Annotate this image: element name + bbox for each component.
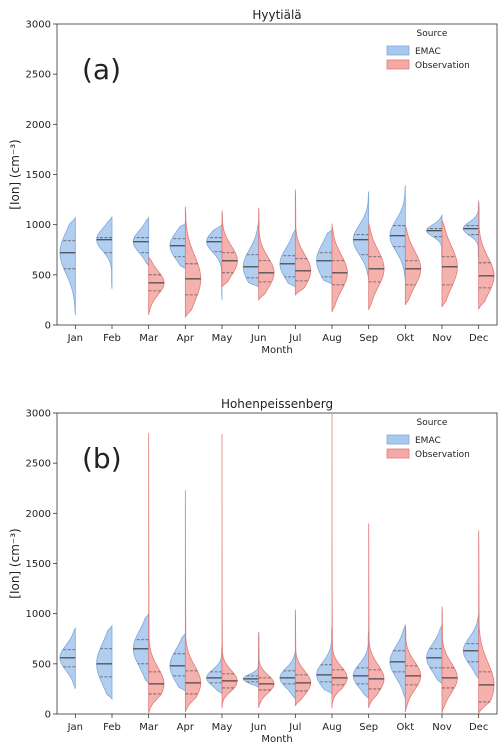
violin-emac-jul — [279, 229, 296, 288]
violin-observation-okt — [404, 224, 422, 306]
violin-observation-sep — [368, 523, 385, 709]
violin-emac-may — [206, 223, 223, 300]
violin-emac-jun — [242, 221, 260, 288]
panel-label: (a) — [82, 53, 121, 86]
legend-label-observation: Observation — [415, 61, 470, 71]
x-tick-label: Jan — [67, 333, 83, 344]
x-axis-label: Month — [261, 345, 292, 356]
x-tick-label: Mar — [139, 333, 159, 344]
violin-emac-okt — [389, 185, 406, 282]
violin-emac-aug — [316, 626, 333, 695]
violin-observation-aug — [331, 223, 348, 313]
y-tick-label: 1500 — [26, 170, 51, 181]
x-tick-label: Jan — [67, 722, 83, 733]
y-tick-label: 2000 — [26, 509, 51, 520]
violin-emac-feb — [96, 624, 113, 700]
violin-observation-jun — [258, 632, 275, 709]
violin-emac-jul — [279, 651, 296, 701]
violin-emac-feb — [96, 216, 113, 289]
violin-emac-jun — [242, 631, 260, 689]
y-tick-label: 2000 — [26, 120, 51, 131]
legend-label-emac: EMAC — [415, 436, 441, 446]
x-tick-label: Apr — [177, 722, 195, 733]
x-tick-label: Aug — [322, 333, 342, 344]
x-tick-label: Nov — [432, 722, 452, 733]
violin-observation-mar — [148, 433, 165, 714]
violin-emac-nov — [426, 214, 443, 260]
violin-observation-dec — [478, 530, 495, 715]
y-tick-label: 500 — [32, 659, 51, 670]
x-tick-label: Jun — [250, 333, 267, 344]
violin-observation-may — [221, 434, 238, 709]
legend-swatch-observation — [386, 448, 410, 459]
x-tick-label: May — [212, 333, 233, 344]
y-tick-label: 1000 — [26, 609, 51, 620]
y-tick-label: 2500 — [26, 70, 51, 81]
legend-label-emac: EMAC — [415, 47, 441, 57]
y-axis-label: [Ion] (cm⁻³) — [8, 528, 22, 598]
violin-observation-apr — [184, 206, 202, 319]
x-tick-label: Dec — [469, 722, 488, 733]
legend-swatch-observation — [386, 59, 410, 70]
legend-title: Source — [417, 418, 448, 428]
x-tick-label: Okt — [397, 722, 415, 733]
violin-emac-nov — [426, 624, 443, 685]
legend-label-observation: Observation — [415, 450, 470, 460]
violin-observation-jul — [294, 609, 312, 707]
x-tick-label: Aug — [322, 722, 342, 733]
violin-emac-dec — [462, 613, 480, 680]
violin-observation-okt — [404, 624, 422, 713]
violin-emac-may — [206, 645, 223, 695]
x-tick-label: Nov — [432, 333, 452, 344]
y-tick-label: 500 — [32, 270, 51, 281]
x-tick-label: Jul — [288, 722, 301, 733]
legend-swatch-emac — [386, 45, 410, 56]
y-tick-label: 0 — [45, 710, 51, 721]
legend-swatch-emac — [386, 434, 410, 445]
x-tick-label: Apr — [177, 333, 195, 344]
x-tick-label: May — [212, 722, 233, 733]
violin-observation-sep — [368, 222, 385, 311]
y-tick-label: 2500 — [26, 459, 51, 470]
y-axis-label: [Ion] (cm⁻³) — [8, 139, 22, 209]
violin-emac-sep — [352, 191, 370, 280]
x-tick-label: Feb — [103, 333, 121, 344]
violin-observation-dec — [478, 200, 495, 311]
violin-observation-jun — [258, 207, 275, 302]
violin-emac-dec — [462, 202, 480, 260]
x-tick-label: Jun — [250, 722, 267, 733]
panel-hohenpeissenberg: Hohenpeissenberg (b) 0 500 1000 1500 2000 2500 3… — [8, 397, 498, 745]
violin-observation-aug — [331, 412, 348, 709]
violin-observation-nov — [441, 219, 458, 308]
x-tick-label: Dec — [469, 333, 488, 344]
x-tick-label: Feb — [103, 722, 121, 733]
x-tick-label: Okt — [397, 333, 415, 344]
y-tick-label: 0 — [45, 321, 51, 332]
x-tick-label: Mar — [139, 722, 159, 733]
violin-emac-jan — [59, 216, 76, 315]
violin-observation-apr — [184, 490, 202, 713]
chart-title: Hohenpeissenberg — [221, 397, 333, 411]
panel-label: (b) — [82, 442, 122, 475]
chart-title: Hyytiälä — [252, 8, 301, 22]
x-tick-label: Sep — [359, 333, 378, 344]
violin-emac-aug — [316, 228, 333, 285]
violin-emac-apr — [169, 632, 186, 692]
y-tick-label: 1000 — [26, 220, 51, 231]
legend-title: Source — [417, 29, 448, 39]
x-tick-label: Sep — [359, 722, 378, 733]
violin-emac-sep — [352, 630, 370, 701]
violin-observation-mar — [148, 256, 165, 316]
y-tick-label: 3000 — [26, 409, 51, 420]
violin-observation-jul — [294, 189, 312, 296]
violin-observation-may — [221, 210, 238, 288]
panel-hyytiala: Hyytiälä (a) 0 500 1000 1500 2000 2500 3000 [Ion]… — [8, 8, 498, 356]
y-tick-label: 3000 — [26, 20, 51, 31]
x-axis-label: Month — [261, 734, 292, 745]
x-tick-label: Jul — [288, 333, 301, 344]
y-tick-label: 1500 — [26, 559, 51, 570]
violin-observation-nov — [441, 606, 458, 714]
